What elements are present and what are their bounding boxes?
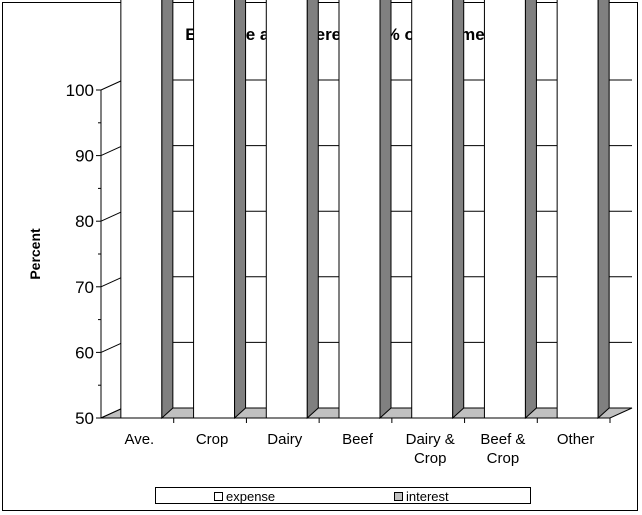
y-tick-label: 70 bbox=[75, 278, 94, 297]
legend-swatch-expense bbox=[214, 492, 223, 501]
x-tick-label: Dairy bbox=[267, 431, 303, 448]
x-tick-label: Beef & Crop bbox=[480, 431, 525, 467]
bar-expense-3 bbox=[338, 0, 381, 419]
wall-slant bbox=[100, 341, 124, 353]
bar-expense-2-side bbox=[306, 0, 319, 420]
bar-expense-3-side bbox=[379, 0, 392, 420]
legend-item-interest: interest bbox=[394, 489, 449, 504]
chart-title: Expense and Interest as % of Income bbox=[185, 25, 484, 44]
bar-expense-2 bbox=[265, 0, 308, 419]
legend: expense interest bbox=[155, 487, 531, 504]
y-tick-label: 100 bbox=[66, 81, 94, 100]
y-tick-label: 50 bbox=[75, 409, 94, 428]
x-tick-label: Other bbox=[557, 431, 595, 448]
bar-expense-0-side bbox=[161, 0, 174, 420]
plot-area: 50 60 70 80 90 100 Ave. Crop Dairy Beef Dairy & Cro… bbox=[66, 0, 633, 467]
bar-expense-6 bbox=[556, 0, 599, 419]
wall-slant bbox=[100, 145, 124, 157]
bar-expense-0 bbox=[120, 0, 163, 419]
x-tick-label: Dairy & Crop bbox=[406, 431, 455, 467]
legend-swatch-interest bbox=[394, 492, 403, 501]
bar-expense-1 bbox=[193, 0, 236, 419]
legend-label-expense: expense bbox=[226, 489, 276, 504]
x-tick-label: Ave. bbox=[124, 431, 154, 448]
y-tick-label: 80 bbox=[75, 212, 94, 231]
legend-item-expense: expense bbox=[214, 489, 275, 504]
bar-expense-4-side bbox=[452, 0, 465, 420]
x-tick-label: Beef bbox=[342, 431, 374, 448]
y-axis-label: Percent bbox=[27, 228, 43, 280]
x-tick-label: Crop bbox=[196, 431, 229, 448]
bar-expense-6-side bbox=[597, 0, 610, 420]
wall-slant bbox=[100, 210, 124, 222]
wall-slant bbox=[100, 276, 124, 288]
bar-expense-5-side bbox=[524, 0, 537, 420]
legend-label-interest: interest bbox=[406, 489, 449, 504]
wall-slant bbox=[100, 79, 124, 91]
y-tick-label: 90 bbox=[75, 147, 94, 166]
bar-expense-5 bbox=[483, 0, 526, 419]
y-tick-label: 60 bbox=[75, 343, 94, 362]
bar-expense-4 bbox=[411, 0, 454, 419]
bar-expense-1-side bbox=[234, 0, 247, 420]
